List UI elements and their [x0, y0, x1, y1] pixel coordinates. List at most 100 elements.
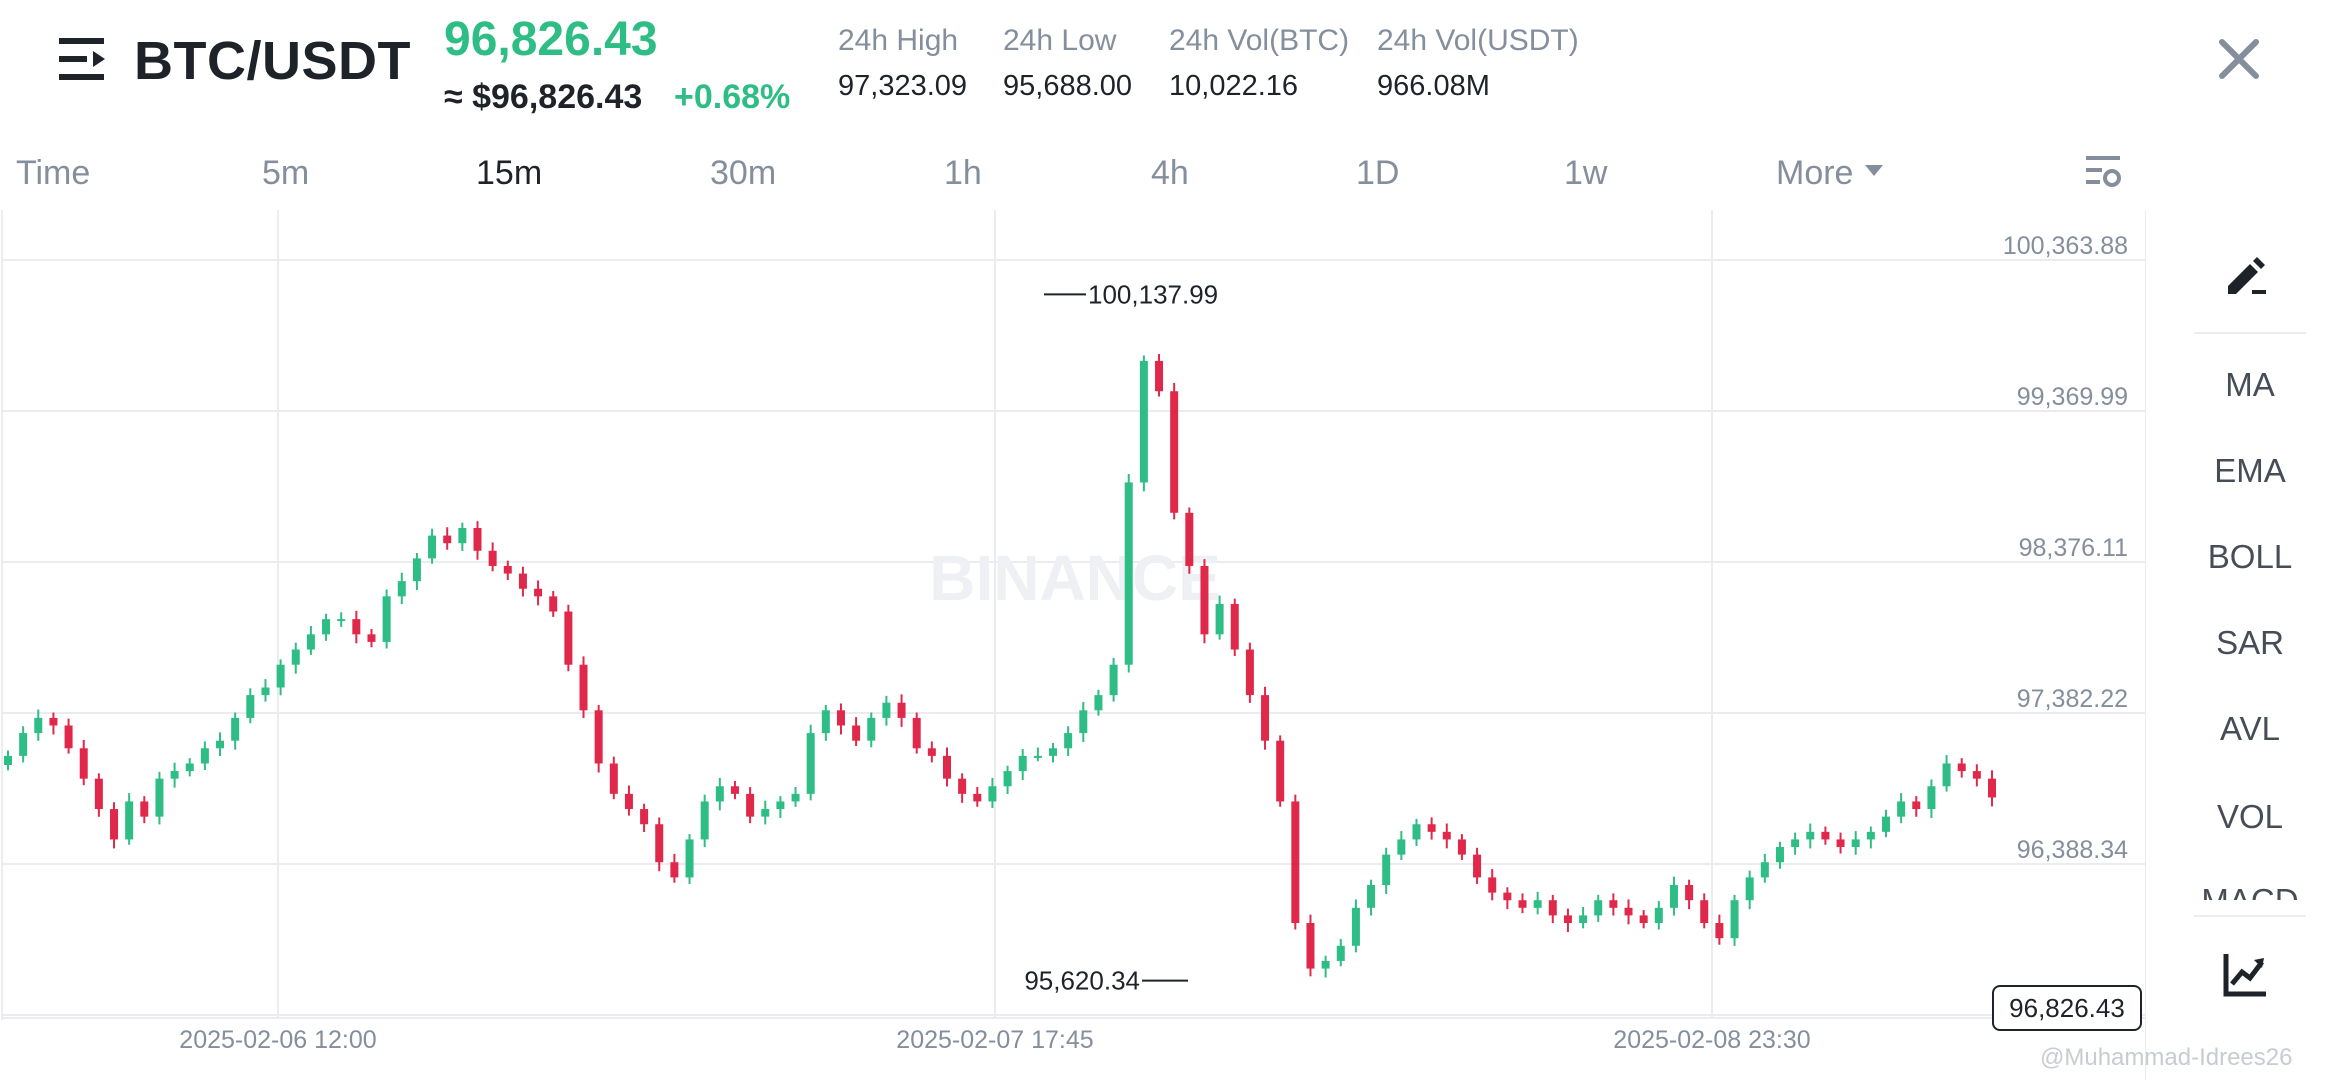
- candle-body: [700, 801, 709, 840]
- candle-body: [367, 634, 376, 642]
- candle-body: [912, 717, 921, 749]
- candle-body: [973, 793, 982, 802]
- candle-body: [1064, 733, 1073, 749]
- stat-value: 966.08M: [1377, 70, 1490, 102]
- candle-body: [1261, 695, 1270, 741]
- candle-body: [1155, 360, 1164, 392]
- indicator-ma[interactable]: MA: [2225, 366, 2275, 403]
- candle-body: [1503, 892, 1512, 901]
- indicator-sar[interactable]: SAR: [2216, 624, 2284, 661]
- candle-body: [1245, 649, 1254, 696]
- stat-value: 10,022.16: [1169, 70, 1299, 102]
- candle-body: [670, 862, 679, 878]
- candle-body: [200, 748, 209, 764]
- candle-body: [337, 619, 346, 622]
- candle-body: [1957, 763, 1966, 772]
- indicator-vol[interactable]: VOL: [2216, 798, 2284, 835]
- candle-body: [776, 801, 785, 810]
- interval-4h[interactable]: 4h: [1151, 154, 1189, 192]
- candle-body: [1609, 900, 1618, 908]
- candle-body: [1639, 915, 1648, 923]
- candle-body: [1927, 786, 1936, 810]
- interval-15m[interactable]: 15m: [476, 154, 543, 192]
- last-price: 96,826.43: [444, 13, 658, 66]
- interval-1w[interactable]: 1w: [1564, 154, 1608, 192]
- candle-body: [1397, 839, 1406, 855]
- candle-body: [1321, 960, 1330, 969]
- interval-1d[interactable]: 1D: [1356, 154, 1400, 192]
- close-icon[interactable]: [2214, 34, 2264, 84]
- chart-canvas[interactable]: 100,363.88 99,369.99 98,376.11 97,382.22 96,…: [0, 210, 2146, 1080]
- candle-body: [791, 793, 800, 802]
- candle-body: [1715, 922, 1724, 939]
- low-marker-label: 95,620.34: [1024, 966, 1140, 996]
- candle-body: [1139, 360, 1148, 483]
- y-tick-label: 98,376.11: [2019, 534, 2128, 562]
- candle-body: [19, 733, 28, 756]
- interval-30m[interactable]: 30m: [710, 154, 777, 192]
- interval-5m[interactable]: 5m: [262, 154, 310, 192]
- candle-body: [1518, 900, 1527, 908]
- candle-body: [685, 839, 694, 878]
- stat-label: 24h Vol(USDT): [1377, 24, 1579, 57]
- candle-body: [185, 763, 194, 772]
- candle-body: [927, 748, 936, 756]
- candle-body: [1109, 664, 1118, 696]
- caret-down-icon: [1865, 164, 1884, 176]
- approx-usd-price: ≈ $96,826.43: [444, 78, 643, 116]
- candle-body: [1700, 900, 1709, 923]
- candle-body: [352, 619, 361, 635]
- ticker-header: BTC/USDT 96,826.43 ≈ $96,826.43 +0.68% 2…: [0, 0, 2340, 140]
- candle-body: [1533, 900, 1542, 908]
- candle-body: [1200, 565, 1209, 635]
- trading-pair[interactable]: BTC/USDT: [134, 31, 411, 91]
- y-tick-label: 100,363.88: [2003, 232, 2128, 260]
- candlestick-chart[interactable]: 100,363.88 99,369.99 98,376.11 97,382.22 96,…: [0, 210, 2146, 1080]
- candle-body: [1124, 482, 1133, 665]
- candle-body: [746, 793, 755, 817]
- candle-body: [488, 550, 497, 566]
- candle-body: [291, 649, 300, 665]
- candle-body: [640, 809, 649, 825]
- interval-1h[interactable]: 1h: [944, 154, 982, 192]
- indicator-ema[interactable]: EMA: [2214, 452, 2286, 489]
- candle-body: [655, 824, 664, 863]
- chart-trend-icon[interactable]: [2222, 950, 2270, 998]
- candle-body: [110, 809, 119, 840]
- candle-body: [170, 771, 179, 779]
- candle-body: [897, 702, 906, 718]
- candle-body: [1170, 391, 1179, 513]
- candle-body: [276, 664, 285, 688]
- stat-label: 24h Low: [1003, 24, 1117, 57]
- candle-body: [458, 527, 467, 544]
- candle-body: [761, 809, 770, 817]
- candle-body: [1351, 907, 1360, 946]
- interval-bar: Time 5m 15m 30m 1h 4h 1D 1w More: [0, 150, 2150, 204]
- credit-watermark: @Muhammad-Idrees26: [2040, 1044, 2293, 1071]
- candle-body: [1579, 915, 1588, 923]
- candle-body: [1685, 885, 1694, 901]
- candle-body: [1049, 748, 1058, 756]
- candle-body: [534, 588, 543, 597]
- stat-24h-high: 24h High 97,323.09: [838, 24, 967, 103]
- draw-pen-icon[interactable]: [2222, 250, 2272, 300]
- indicator-boll[interactable]: BOLL: [2207, 538, 2293, 575]
- indicator-avl[interactable]: AVL: [2220, 710, 2280, 747]
- indicator-macd[interactable]: MACD: [2190, 882, 2310, 900]
- candle-body: [1624, 907, 1633, 916]
- interval-time[interactable]: Time: [16, 154, 91, 192]
- candle-body: [4, 755, 12, 765]
- interval-more[interactable]: More: [1776, 154, 1884, 193]
- candle-body: [1033, 755, 1042, 758]
- candle-body: [1457, 839, 1466, 855]
- chart-settings-icon[interactable]: [2084, 152, 2124, 192]
- candle-body: [1912, 801, 1921, 810]
- candle-body: [1594, 900, 1603, 916]
- candle-body: [1412, 824, 1421, 840]
- menu-icon[interactable]: [57, 36, 108, 82]
- more-label: More: [1776, 154, 1854, 192]
- stat-label: 24h Vol(BTC): [1169, 24, 1350, 57]
- candle-body: [518, 573, 527, 589]
- candle-body: [1760, 862, 1769, 878]
- candle-body: [94, 778, 103, 810]
